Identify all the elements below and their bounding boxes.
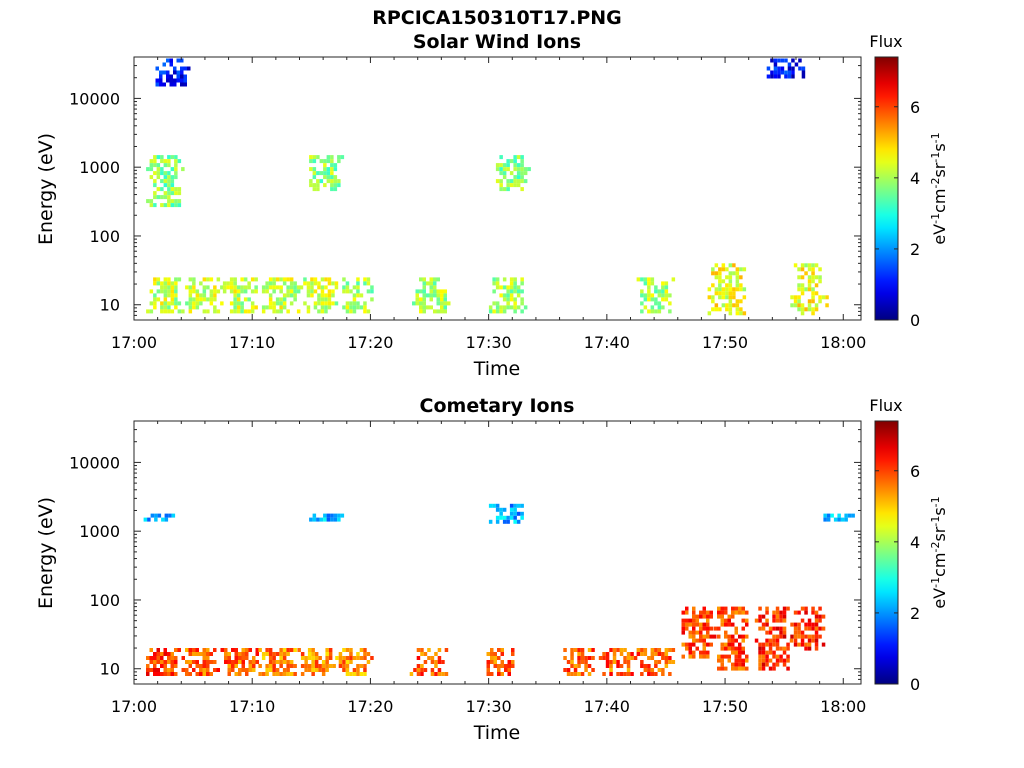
colorbar-tick-label: 0 bbox=[910, 311, 920, 330]
colorbar-tick-label: 0 bbox=[910, 675, 920, 694]
colorbar-tick-label: 4 bbox=[910, 169, 920, 188]
flux-feature bbox=[488, 277, 528, 314]
flux-feature bbox=[790, 263, 829, 316]
colorbar-label: Flux bbox=[869, 32, 902, 51]
colorbar-unit: eV-1cm-2sr-1s-1 bbox=[929, 496, 950, 608]
figure-title: RPCICA150310T17.PNG bbox=[372, 7, 622, 29]
flux-feature bbox=[713, 606, 749, 671]
axes-frame bbox=[133, 56, 862, 321]
panel-title: Cometary Ions bbox=[420, 395, 575, 417]
cometary-spectrogram bbox=[134, 421, 861, 684]
y-tick-label: 100 bbox=[89, 227, 120, 246]
solar-wind-spectrogram bbox=[134, 57, 861, 320]
y-tick-label: 1000 bbox=[79, 158, 120, 177]
flux-feature bbox=[790, 606, 826, 651]
flux-feature bbox=[309, 513, 345, 522]
x-tick-label: 17:50 bbox=[702, 697, 748, 716]
flux-feature bbox=[146, 155, 185, 208]
colorbar-gradient bbox=[874, 420, 899, 685]
x-tick-label: 18:00 bbox=[820, 697, 866, 716]
flux-feature bbox=[299, 277, 339, 314]
colorbar-bottom: Flux 0 2 4 6 eV-1cm-2sr-1s-1 bbox=[869, 396, 949, 694]
flux-feature bbox=[297, 648, 336, 676]
axes-frame bbox=[133, 420, 862, 685]
flux-feature bbox=[823, 513, 855, 522]
flux-feature bbox=[681, 606, 717, 659]
x-tick-label: 17:00 bbox=[111, 333, 157, 352]
colorbar-top: Flux 0 2 4 6 eV-1cm-2sr-1s-1 bbox=[869, 32, 949, 330]
flux-feature bbox=[181, 648, 220, 676]
flux-feature bbox=[155, 58, 191, 87]
flux-feature bbox=[309, 155, 345, 192]
x-tick-label: 17:30 bbox=[466, 333, 512, 352]
y-axis-label: Energy (eV) bbox=[35, 133, 57, 245]
flux-feature bbox=[488, 503, 524, 524]
x-tick-label: 17:20 bbox=[347, 333, 393, 352]
colorbar-gradient bbox=[874, 56, 899, 321]
flux-feature bbox=[143, 513, 176, 522]
flux-feature bbox=[335, 648, 374, 676]
flux-feature bbox=[146, 648, 181, 676]
flux-feature bbox=[563, 648, 595, 676]
panel-title: Solar Wind Ions bbox=[413, 31, 581, 53]
y-tick-label: 100 bbox=[89, 591, 120, 610]
flux-feature bbox=[754, 606, 794, 671]
flux-feature bbox=[412, 277, 451, 314]
solar-wind-panel: Solar Wind Ions 17:00 17:10 17:20 17:30 17:4… bbox=[35, 31, 866, 380]
x-axis-label: Time bbox=[473, 722, 521, 744]
x-tick-label: 17:40 bbox=[584, 333, 630, 352]
flux-feature bbox=[185, 277, 224, 314]
x-axis-label: Time bbox=[473, 358, 521, 380]
colorbar-tick-label: 6 bbox=[910, 98, 920, 117]
x-tick-label: 18:00 bbox=[820, 333, 866, 352]
x-tick-label: 17:10 bbox=[229, 697, 275, 716]
cometary-axes: 17:00 17:10 17:20 17:30 17:40 17:50 18:00 10 100… bbox=[69, 420, 866, 716]
x-tick-label: 17:20 bbox=[347, 697, 393, 716]
solar-wind-axes: 17:00 17:10 17:20 17:30 17:40 17:50 18:00 10 100… bbox=[69, 56, 866, 352]
x-tick-label: 17:00 bbox=[111, 697, 157, 716]
flux-feature bbox=[146, 277, 185, 314]
flux-feature bbox=[222, 277, 258, 314]
cometary-panel: Cometary Ions 17:00 17:10 17:20 17:30 17:40 1… bbox=[35, 395, 866, 744]
flux-feature bbox=[636, 277, 676, 314]
y-tick-label: 1000 bbox=[79, 522, 120, 541]
x-tick-label: 17:30 bbox=[466, 697, 512, 716]
flux-feature bbox=[707, 263, 747, 316]
flux-feature bbox=[598, 648, 638, 676]
flux-feature bbox=[409, 648, 449, 676]
x-tick-label: 17:40 bbox=[584, 697, 630, 716]
colorbar-tick-label: 4 bbox=[910, 533, 920, 552]
colorbar-tick-label: 6 bbox=[910, 462, 920, 481]
x-tick-label: 17:10 bbox=[229, 333, 275, 352]
colorbar-tick-label: 2 bbox=[910, 240, 920, 259]
flux-feature bbox=[220, 648, 259, 676]
y-tick-label: 10 bbox=[100, 296, 120, 315]
flux-feature bbox=[258, 648, 297, 676]
flux-feature bbox=[636, 648, 676, 676]
y-axis-label: Energy (eV) bbox=[35, 497, 57, 609]
flux-feature bbox=[766, 58, 806, 79]
colorbar-tick-label: 2 bbox=[910, 604, 920, 623]
flux-feature bbox=[261, 277, 301, 314]
y-tick-label: 10 bbox=[100, 660, 120, 679]
colorbar-label: Flux bbox=[869, 396, 902, 415]
y-tick-label: 10000 bbox=[69, 89, 120, 108]
x-tick-label: 17:50 bbox=[702, 333, 748, 352]
flux-feature bbox=[495, 155, 531, 192]
plot-background bbox=[134, 421, 861, 684]
colorbar-unit: eV-1cm-2sr-1s-1 bbox=[929, 132, 950, 244]
flux-feature bbox=[342, 277, 374, 314]
flux-feature bbox=[486, 648, 515, 676]
y-tick-label: 10000 bbox=[69, 453, 120, 472]
